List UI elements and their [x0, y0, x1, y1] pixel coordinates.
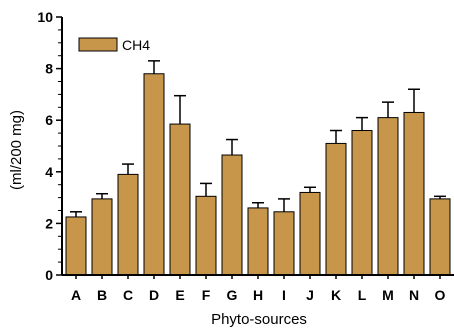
bar-k — [325, 142, 347, 276]
bar-m — [377, 117, 399, 276]
y-tick-label: 0 — [45, 267, 53, 283]
y-tick-label: 4 — [45, 164, 53, 180]
x-tick-label-f: F — [202, 287, 211, 303]
error-bars-group — [70, 60, 446, 217]
x-tick-label-a: A — [71, 287, 81, 303]
bar-d — [143, 73, 165, 276]
x-tick-label-i: I — [282, 287, 286, 303]
x-tick-label-k: K — [331, 287, 341, 303]
bar-l — [351, 130, 373, 276]
y-axis: 0 2 4 6 8 10 — [37, 9, 63, 283]
y-axis-title: (ml/200 mg) — [8, 110, 25, 190]
bar-c — [117, 173, 139, 276]
bar-i — [273, 211, 295, 276]
y-tick-label: 2 — [45, 215, 53, 231]
bars-group — [65, 73, 451, 276]
bar-f — [195, 195, 217, 276]
bar-o — [429, 198, 451, 276]
x-tick-label-c: C — [123, 287, 133, 303]
x-tick-label-o: O — [435, 287, 446, 303]
bar-g — [221, 154, 243, 276]
y-tick-label: 6 — [45, 112, 53, 128]
x-tick-label-n: N — [409, 287, 419, 303]
y-tick-label: 8 — [45, 61, 53, 77]
legend: CH4 — [78, 37, 150, 53]
bar-e — [169, 123, 191, 276]
x-tick-label-m: M — [382, 287, 394, 303]
bar-a — [65, 216, 87, 276]
bar-j — [299, 191, 321, 276]
x-tick-label-g: G — [227, 287, 238, 303]
x-tick-label-h: H — [253, 287, 263, 303]
x-tick-label-e: E — [175, 287, 184, 303]
x-tick-label-l: L — [358, 287, 367, 303]
y-tick-label: 10 — [37, 9, 53, 25]
x-tick-label-d: D — [149, 287, 159, 303]
x-axis-title: Phyto-sources — [211, 311, 307, 328]
x-tick-label-b: B — [97, 287, 107, 303]
bar-n — [403, 111, 425, 276]
legend-label: CH4 — [122, 37, 150, 53]
bar-h — [247, 207, 269, 276]
legend-swatch — [78, 37, 118, 52]
x-tick-label-j: J — [306, 287, 314, 303]
bar-b — [91, 198, 113, 276]
